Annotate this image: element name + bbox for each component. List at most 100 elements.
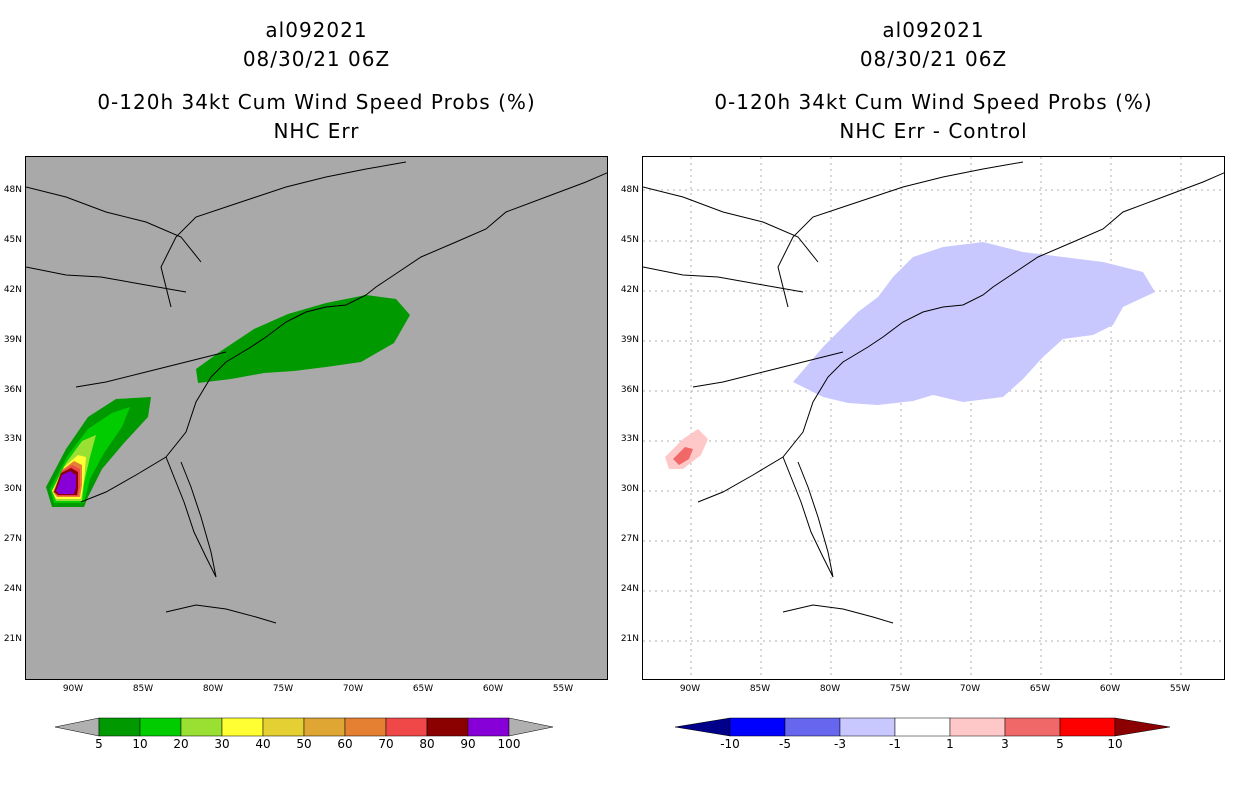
right-storm-id: al092021 xyxy=(882,18,985,42)
left-cb-label-20: 20 xyxy=(173,737,189,751)
left-map-svg xyxy=(26,161,607,624)
left-lon-65: 65W xyxy=(412,684,434,694)
left-ne-swath xyxy=(196,295,410,383)
right-lat-24: 24N xyxy=(620,584,639,594)
left-cb-label-50: 50 xyxy=(296,737,312,751)
left-colorbar-box-2 xyxy=(180,717,223,737)
left-lon-75: 75W xyxy=(272,684,294,694)
left-colorbar-box-4 xyxy=(262,717,305,737)
left-colorbar-box-6 xyxy=(344,717,387,737)
right-map-panel xyxy=(642,156,1225,680)
left-colorbar-box-8 xyxy=(426,717,469,737)
right-lat-21: 21N xyxy=(620,634,639,644)
right-lon-85: 85W xyxy=(749,684,771,694)
left-cb-label-80: 80 xyxy=(419,737,435,751)
right-map-svg xyxy=(643,157,1224,679)
left-lon-80: 80W xyxy=(202,684,224,694)
right-colorbar-box-3 xyxy=(894,717,951,737)
right-lon-80: 80W xyxy=(819,684,841,694)
left-lat-21: 21N xyxy=(3,634,22,644)
left-cb-label-10: 10 xyxy=(132,737,148,751)
left-lat-30: 30N xyxy=(3,484,22,494)
right-colorbar-box-6 xyxy=(1059,717,1116,737)
left-colorbar-box-7 xyxy=(385,717,428,737)
right-blue-region xyxy=(793,242,1155,405)
right-lat-39: 39N xyxy=(620,335,639,345)
left-lon-70: 70W xyxy=(342,684,364,694)
right-lon-75: 75W xyxy=(889,684,911,694)
right-lon-70: 70W xyxy=(959,684,981,694)
left-title-block: al092021 08/30/21 06Z 0-120h 34kt Cum Wi… xyxy=(25,16,608,146)
left-colorbar-box-0 xyxy=(98,717,141,737)
right-colorbar-arrow-left xyxy=(675,717,731,737)
left-colorbar-arrow-right xyxy=(508,717,554,737)
left-lat-24: 24N xyxy=(3,584,22,594)
left-lon-85: 85W xyxy=(132,684,154,694)
right-cb-label-m5: -5 xyxy=(779,737,791,751)
left-product-title: 0-120h 34kt Cum Wind Speed Probs (%) xyxy=(97,90,536,114)
left-lat-48: 48N xyxy=(3,185,22,195)
right-title-block: al092021 08/30/21 06Z 0-120h 34kt Cum Wi… xyxy=(642,16,1225,146)
left-lon-90: 90W xyxy=(62,684,84,694)
left-datetime: 08/30/21 06Z xyxy=(242,47,391,71)
left-probability-fields xyxy=(46,295,410,507)
right-lon-90: 90W xyxy=(679,684,701,694)
left-cb-label-40: 40 xyxy=(255,737,271,751)
right-colorbar-arrow-right xyxy=(1114,717,1171,737)
left-colorbar-box-5 xyxy=(303,717,346,737)
right-cb-label-3: 3 xyxy=(1001,737,1009,751)
right-datetime: 08/30/21 06Z xyxy=(859,47,1008,71)
left-lat-36: 36N xyxy=(3,385,22,395)
right-gridlines xyxy=(643,157,1224,679)
left-cb-label-90: 90 xyxy=(460,737,476,751)
right-lat-30: 30N xyxy=(620,484,639,494)
left-gulf-swath-100 xyxy=(56,471,76,494)
right-lon-60: 60W xyxy=(1099,684,1121,694)
right-colorbar xyxy=(675,717,1171,737)
right-cb-label-m1: -1 xyxy=(889,737,901,751)
left-colorbar xyxy=(55,717,554,737)
left-lon-60: 60W xyxy=(482,684,504,694)
left-colorbar-arrow-left xyxy=(55,717,100,737)
left-lat-33: 33N xyxy=(3,434,22,444)
right-salmon-region xyxy=(673,447,693,465)
left-lat-27: 27N xyxy=(3,534,22,544)
left-lon-55: 55W xyxy=(552,684,574,694)
right-coastlines xyxy=(643,161,1224,624)
right-lat-42: 42N xyxy=(620,285,639,295)
left-storm-id: al092021 xyxy=(265,18,368,42)
left-coastlines xyxy=(26,161,607,624)
right-lon-65: 65W xyxy=(1029,684,1051,694)
right-product-title: 0-120h 34kt Cum Wind Speed Probs (%) xyxy=(714,90,1153,114)
right-colorbar-box-5 xyxy=(1004,717,1061,737)
right-lat-27: 27N xyxy=(620,534,639,544)
right-lat-48: 48N xyxy=(620,185,639,195)
left-lat-39: 39N xyxy=(3,335,22,345)
left-cb-label-70: 70 xyxy=(378,737,394,751)
right-lat-45: 45N xyxy=(620,235,639,245)
left-lat-45: 45N xyxy=(3,235,22,245)
right-cb-label-m10: -10 xyxy=(720,737,740,751)
left-cb-label-100: 100 xyxy=(497,737,521,751)
right-colorbar-box-1 xyxy=(784,717,841,737)
right-colorbar-box-4 xyxy=(949,717,1006,737)
right-difference-fields xyxy=(665,242,1155,469)
left-map-panel xyxy=(25,156,608,680)
left-cb-label-30: 30 xyxy=(214,737,230,751)
left-lat-42: 42N xyxy=(3,285,22,295)
right-colorbar-box-0 xyxy=(729,717,786,737)
left-colorbar-box-3 xyxy=(221,717,264,737)
right-lat-33: 33N xyxy=(620,434,639,444)
right-colorbar-box-2 xyxy=(839,717,896,737)
left-cb-label-5: 5 xyxy=(95,737,103,751)
right-lat-36: 36N xyxy=(620,385,639,395)
right-cb-label-m3: -3 xyxy=(834,737,846,751)
right-cb-label-5: 5 xyxy=(1056,737,1064,751)
right-cb-label-1: 1 xyxy=(946,737,954,751)
left-colorbar-box-9 xyxy=(467,717,510,737)
right-lon-55: 55W xyxy=(1169,684,1191,694)
right-subtitle: NHC Err - Control xyxy=(839,119,1028,143)
left-subtitle: NHC Err xyxy=(273,119,360,143)
left-cb-label-60: 60 xyxy=(337,737,353,751)
left-colorbar-box-1 xyxy=(139,717,182,737)
